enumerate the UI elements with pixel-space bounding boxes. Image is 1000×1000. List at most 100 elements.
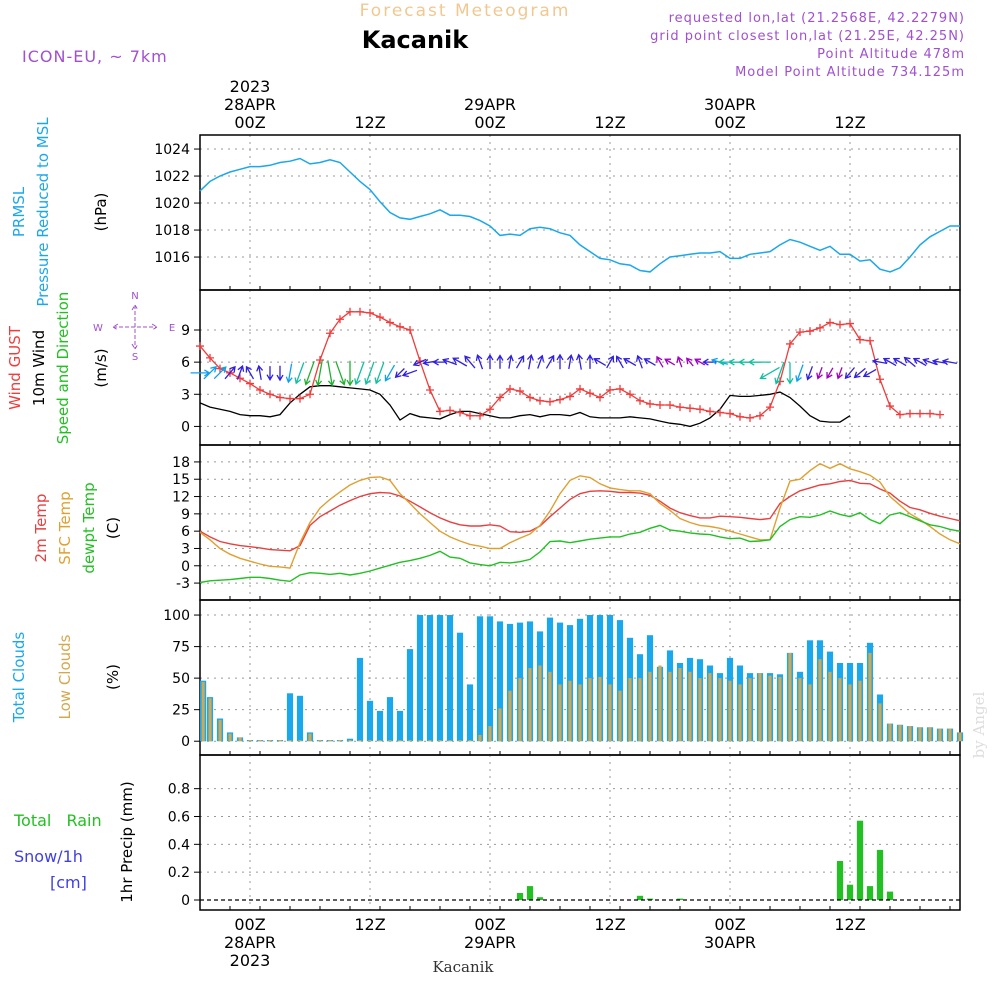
low-cloud-bar (318, 740, 322, 742)
compass-s: S (132, 352, 138, 363)
wind-arrow (816, 366, 823, 380)
gust-marker (676, 403, 684, 412)
rain-bar (676, 898, 684, 900)
low-cloud-bar (268, 740, 272, 742)
low-cloud-bar (618, 690, 622, 742)
bottom-hour-label: 00Z (234, 915, 265, 934)
compass-w: W (93, 323, 103, 334)
total-cloud-bar (576, 618, 584, 742)
wind-arrow (394, 368, 405, 379)
wind-arrow (276, 365, 284, 382)
gust-marker (936, 410, 944, 419)
wind-arrow (266, 366, 274, 381)
gust-marker (286, 394, 294, 403)
gust-marker (706, 407, 714, 416)
panel-frame (199, 289, 961, 446)
gust-marker (566, 392, 574, 401)
dewpt-label: dewpt Temp (80, 482, 98, 573)
y-tick-label: 18 (172, 455, 190, 471)
wind-arrow (537, 354, 545, 369)
gust-marker (316, 356, 324, 364)
y-tick-label: 0.2 (168, 865, 190, 881)
low-cloud-bar (898, 724, 902, 742)
model-altitude: Model Point Altitude 734.125m (735, 65, 965, 80)
pressure-label-1: PRMSL (10, 186, 28, 237)
total-cloud-bar (426, 615, 434, 742)
gust-marker (916, 409, 924, 418)
wind-arrow (912, 357, 927, 367)
footer-station: Kacanik (432, 958, 494, 976)
gust-marker (536, 396, 544, 405)
gust-marker (756, 411, 764, 420)
wind-arrow (245, 365, 255, 380)
y-tick-label: 9 (181, 507, 190, 523)
gust-marker (926, 409, 934, 418)
wind-arrow (556, 353, 564, 370)
wind-arrow (224, 365, 236, 380)
low-cloud-bar (308, 733, 312, 742)
gust-marker (276, 393, 284, 402)
low-cloud-bar (948, 728, 952, 742)
total-cloud-bar (376, 710, 384, 742)
total-cloud-bar (486, 616, 494, 742)
left-labels: PRMSL Pressure Reduced to MSL (hPa) Wind GU… (6, 117, 136, 903)
panel-frame (199, 754, 961, 911)
wind-arrow (442, 357, 458, 366)
low-cloud-bar (678, 668, 682, 742)
low-cloud-bar (468, 740, 472, 742)
bottom-hour-label: 12Z (354, 915, 385, 934)
low-cloud-bar (708, 673, 712, 742)
y-tick-label: 0.6 (168, 809, 190, 825)
gust-marker (716, 408, 724, 417)
rain-label: Total Rain (13, 811, 102, 830)
gust-marker (526, 393, 534, 402)
wind-arrow (844, 367, 855, 380)
low-cloud-bar (378, 740, 382, 742)
low-cloud-bar (738, 684, 742, 742)
total-cloud-bar (506, 623, 514, 742)
gust-marker (866, 336, 874, 345)
gust-marker (346, 307, 354, 316)
wind-arrow (836, 367, 843, 380)
sfctemp-label: SFC Temp (56, 491, 74, 564)
low-cloud-bar (328, 740, 332, 742)
low-cloud-bar (688, 671, 692, 742)
rain-bar (866, 886, 874, 900)
wind-arrow (922, 357, 937, 366)
low-cloud-bar (348, 740, 352, 742)
gust-marker (576, 384, 584, 393)
rain-bar (516, 893, 524, 900)
gust-marker (206, 353, 214, 362)
wind-arrow (786, 362, 794, 385)
y-tick-label: 6 (181, 524, 190, 540)
low-cloud-bar (498, 708, 502, 742)
wind-arrow (412, 358, 427, 367)
snow-label: Snow/1h (14, 847, 83, 866)
gust-marker (256, 386, 264, 394)
gust-marker (626, 390, 634, 399)
low-cloud-bar (538, 665, 542, 742)
low-cloud-bar (558, 684, 562, 742)
panel-pressure: 1016 1018 1020 1022 1024 (154, 134, 961, 291)
gust-marker (306, 390, 314, 399)
y-tick-label: 15 (172, 472, 190, 488)
y-tick-label: 1022 (154, 169, 190, 185)
wind-arrow (294, 362, 305, 385)
gust-marker (366, 308, 374, 317)
low-cloud-bar (448, 740, 452, 742)
wind-arrow (664, 358, 676, 366)
low-cloud-bar (338, 740, 342, 742)
low-cloud-bar (628, 678, 632, 742)
wind-arrow (515, 355, 525, 369)
low-clouds-label: Low Clouds (56, 634, 74, 719)
wind-arrow (526, 353, 534, 370)
wind-arrow (432, 358, 447, 366)
rain-bar (536, 897, 544, 900)
low-cloud-bar (828, 671, 832, 742)
low-cloud-bar (458, 740, 462, 742)
gust-marker (666, 401, 674, 409)
y-tick-label: 3 (181, 387, 190, 403)
bottom-date-label: 29APR (464, 933, 516, 952)
